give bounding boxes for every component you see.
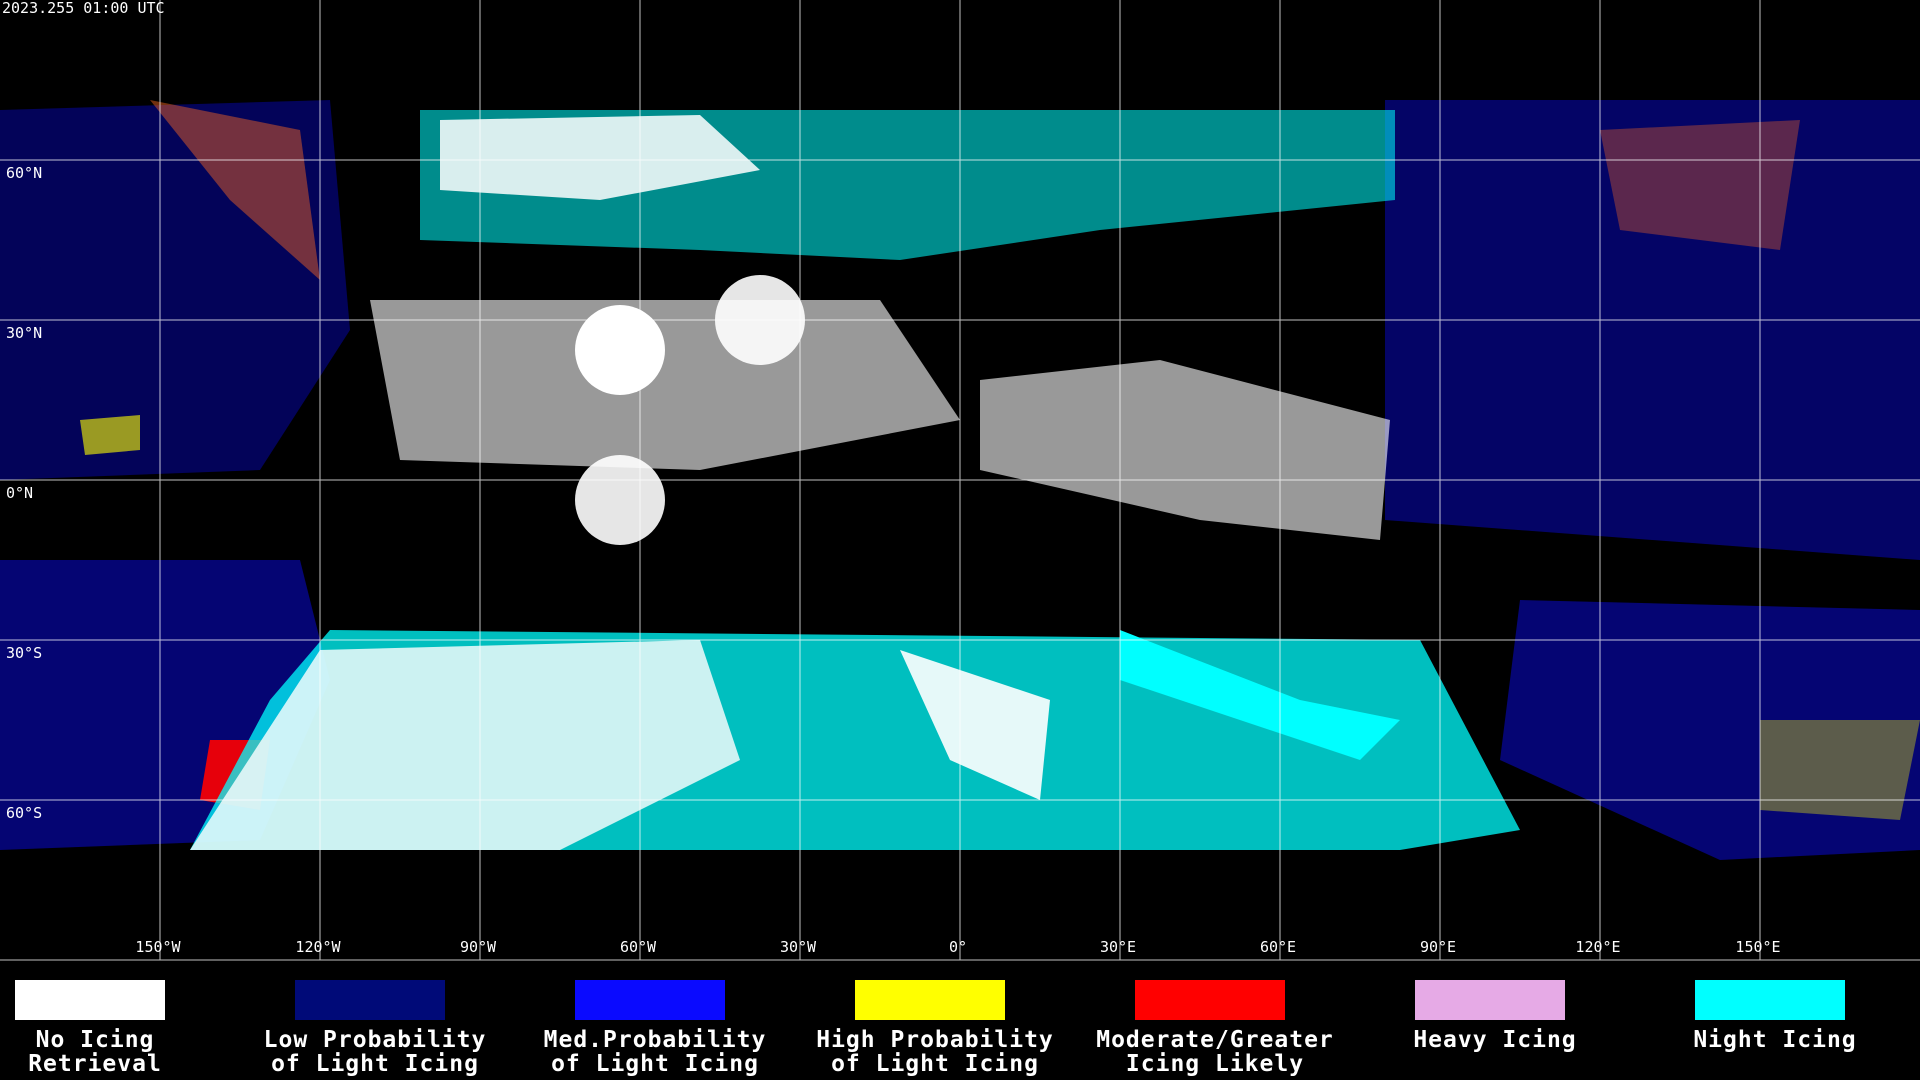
- legend-label: No Icing: [36, 1027, 155, 1053]
- legend-label: Icing Likely: [1126, 1051, 1304, 1077]
- legend-swatch: [1695, 980, 1845, 1020]
- lat-label: 30°S: [6, 644, 42, 662]
- legend-label: Moderate/Greater: [1096, 1027, 1334, 1053]
- legend-swatch: [15, 980, 165, 1020]
- legend-label: of Light Icing: [551, 1051, 759, 1077]
- lon-label: 150°E: [1735, 938, 1780, 956]
- lon-label: 120°W: [295, 938, 341, 956]
- legend-label: of Light Icing: [271, 1051, 479, 1077]
- legend-swatch: [295, 980, 445, 1020]
- lon-label: 120°E: [1575, 938, 1620, 956]
- legend-label: High Probability: [816, 1027, 1054, 1053]
- coordinate-labels: 60°N 30°N 0°N 30°S 60°S 150°W 120°W 90°W 60°W 30°…: [6, 164, 1781, 956]
- lon-label: 150°W: [135, 938, 181, 956]
- legend-swatch: [1135, 980, 1285, 1020]
- graticule: [0, 0, 1920, 961]
- lon-label: 0°: [949, 938, 967, 956]
- lat-label: 30°N: [6, 324, 42, 342]
- lat-label: 0°N: [6, 484, 33, 502]
- legend-label: Night Icing: [1693, 1027, 1856, 1053]
- legend-swatch: [855, 980, 1005, 1020]
- legend-swatch: [575, 980, 725, 1020]
- legend-label: Med.Probability: [544, 1027, 767, 1053]
- lon-label: 90°W: [460, 938, 497, 956]
- legend-label: Retrieval: [28, 1051, 162, 1077]
- legend-label: Heavy Icing: [1413, 1027, 1576, 1053]
- legend-label: Low Probability: [264, 1027, 487, 1053]
- satellite-imagery: [0, 100, 1920, 860]
- legend-label: of Light Icing: [831, 1051, 1039, 1077]
- lon-label: 60°W: [620, 938, 657, 956]
- lon-label: 90°E: [1420, 938, 1456, 956]
- lon-label: 60°E: [1260, 938, 1296, 956]
- lon-label: 30°W: [780, 938, 817, 956]
- lat-label: 60°S: [6, 804, 42, 822]
- timestamp: 2023.255 01:00 UTC: [2, 0, 165, 17]
- lat-label: 60°N: [6, 164, 42, 182]
- lon-label: 30°E: [1100, 938, 1136, 956]
- legend-swatch: [1415, 980, 1565, 1020]
